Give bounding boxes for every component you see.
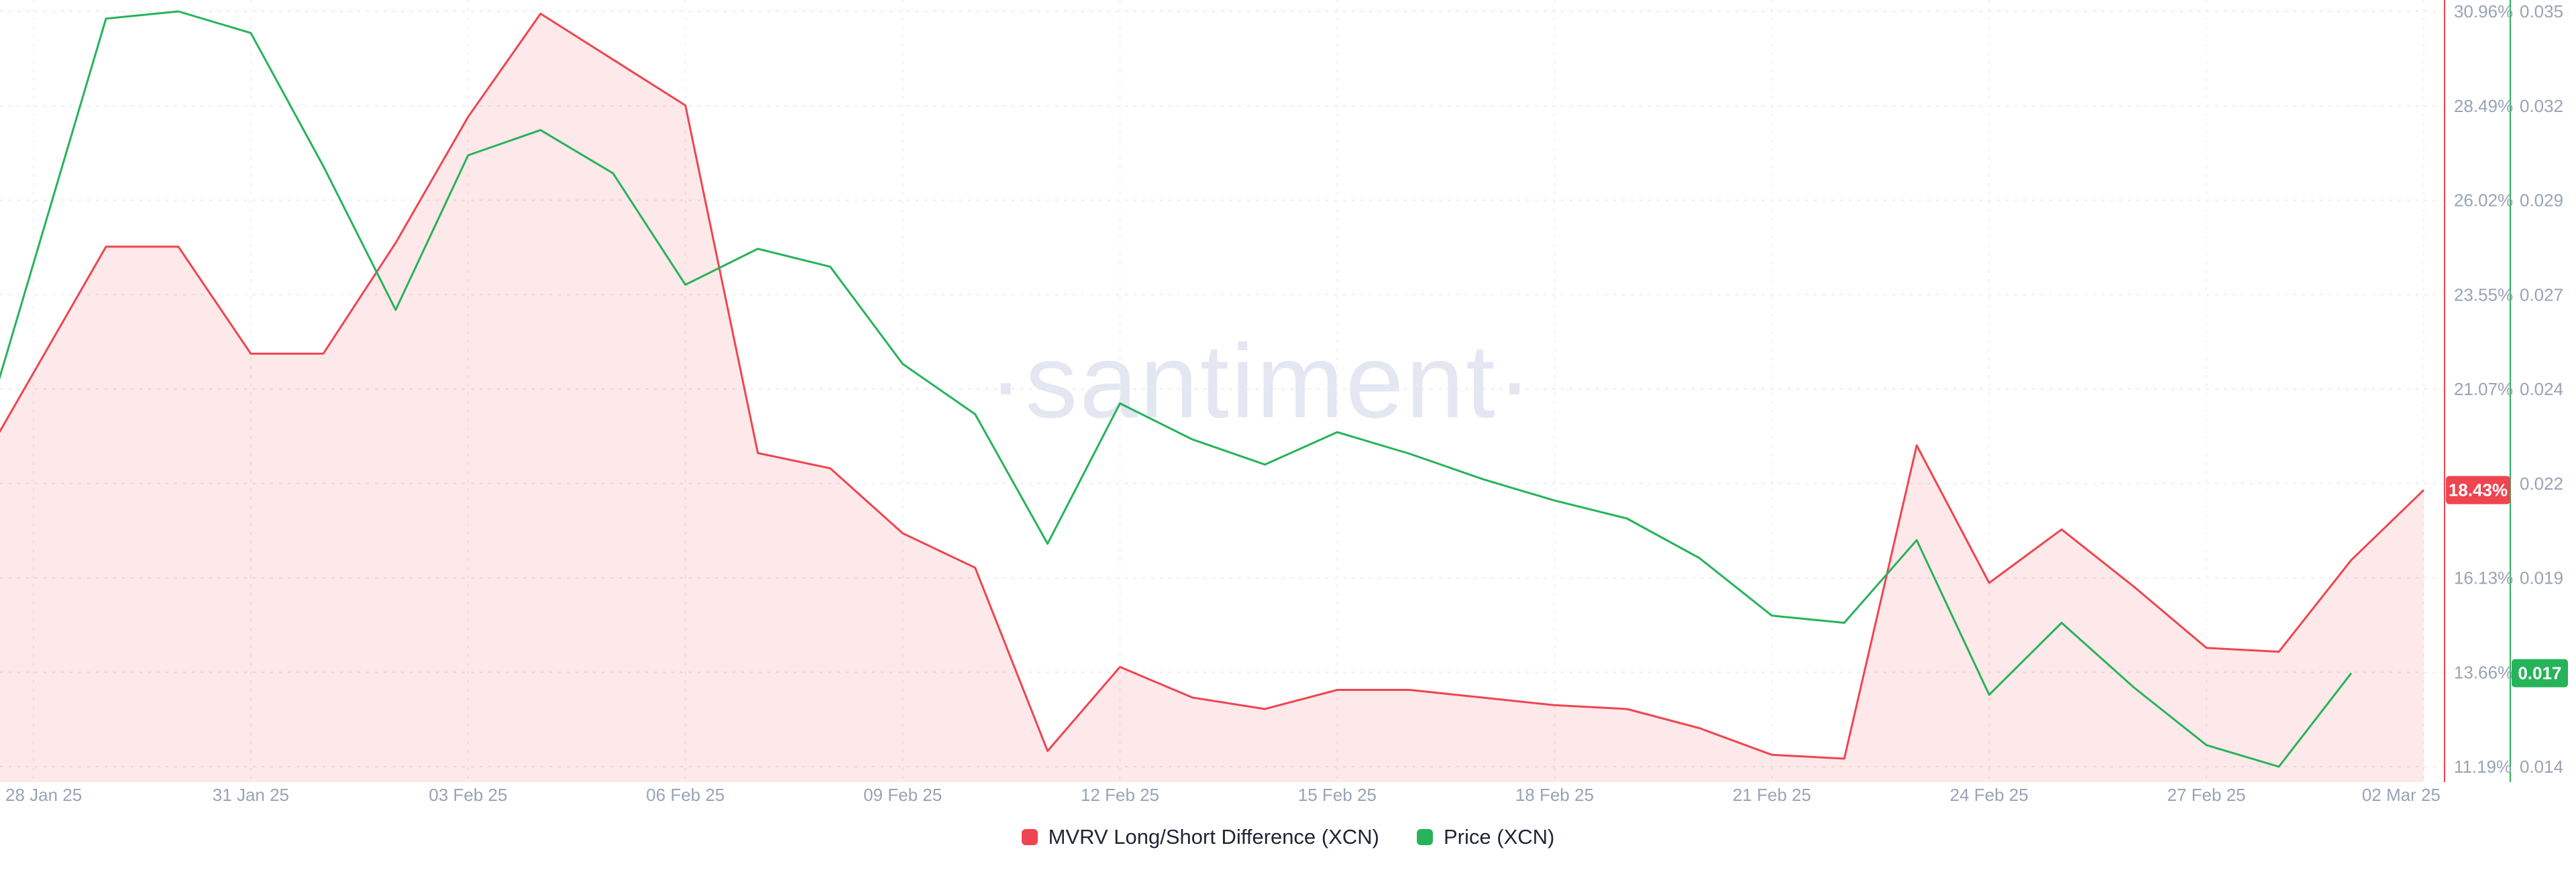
x-axis-tick: 28 Jan 25 <box>5 785 82 805</box>
x-axis-tick: 06 Feb 25 <box>646 785 724 805</box>
legend-item-price[interactable]: Price (XCN) <box>1417 825 1554 849</box>
gridlines <box>0 0 2445 782</box>
price-legend-label: Price (XCN) <box>1444 825 1555 849</box>
price-axis-tick: 0.027 <box>2520 284 2563 305</box>
price-current-value-badge: 0.017 <box>2512 659 2568 688</box>
mvrv-axis-tick: 28.49% <box>2454 96 2513 116</box>
x-axis-tick: 09 Feb 25 <box>863 785 942 805</box>
mvrv-axis-tick: 26.02% <box>2454 190 2513 211</box>
mvrv-axis-tick: 23.55% <box>2454 284 2513 305</box>
svg-text:18.43%: 18.43% <box>2449 480 2508 500</box>
x-axis-tick: 21 Feb 25 <box>1733 785 1811 805</box>
x-axis-tick: 18 Feb 25 <box>1515 785 1594 805</box>
x-axis-tick: 02 Mar 25 <box>2362 785 2440 805</box>
price-legend-swatch <box>1417 829 1433 845</box>
legend-item-mvrv[interactable]: MVRV Long/Short Difference (XCN) <box>1021 825 1379 849</box>
chart-legend: MVRV Long/Short Difference (XCN) Price (… <box>0 825 2576 849</box>
x-axis-tick: 03 Feb 25 <box>429 785 507 805</box>
x-axis-tick: 27 Feb 25 <box>2167 785 2246 805</box>
price-line <box>0 10 2353 768</box>
mvrv-axis-tick: 13.66% <box>2454 662 2513 682</box>
price-axis-tick: 0.035 <box>2520 1 2563 21</box>
price-axis-tick: 0.024 <box>2520 379 2563 399</box>
price-axis-tick: 0.029 <box>2520 190 2563 211</box>
x-axis-tick: 31 Jan 25 <box>213 785 289 805</box>
mvrv-axis-tick: 21.07% <box>2454 379 2513 399</box>
mvrv-current-value-badge: 18.43% <box>2446 476 2510 504</box>
mvrv-legend-label: MVRV Long/Short Difference (XCN) <box>1048 825 1379 849</box>
price-axis-tick: 0.032 <box>2520 96 2563 116</box>
mvrv-axis-tick: 30.96% <box>2454 1 2513 21</box>
price-axis-tick: 0.014 <box>2520 757 2563 777</box>
mvrv-legend-swatch <box>1021 829 1038 845</box>
mvrv-area-fill <box>0 13 2424 782</box>
x-axis-tick: 24 Feb 25 <box>1950 785 2029 805</box>
x-axis-tick: 12 Feb 25 <box>1081 785 1159 805</box>
x-axis-tick: 15 Feb 25 <box>1298 785 1377 805</box>
price-axis-tick: 0.022 <box>2520 474 2563 494</box>
mvrv-line <box>0 12 2425 760</box>
mvrv-axis-tick: 11.19% <box>2454 757 2512 777</box>
mvrv-axis-tick: 16.13% <box>2454 568 2513 588</box>
price-axis-tick: 0.019 <box>2520 568 2563 588</box>
svg-text:0.017: 0.017 <box>2518 663 2561 684</box>
